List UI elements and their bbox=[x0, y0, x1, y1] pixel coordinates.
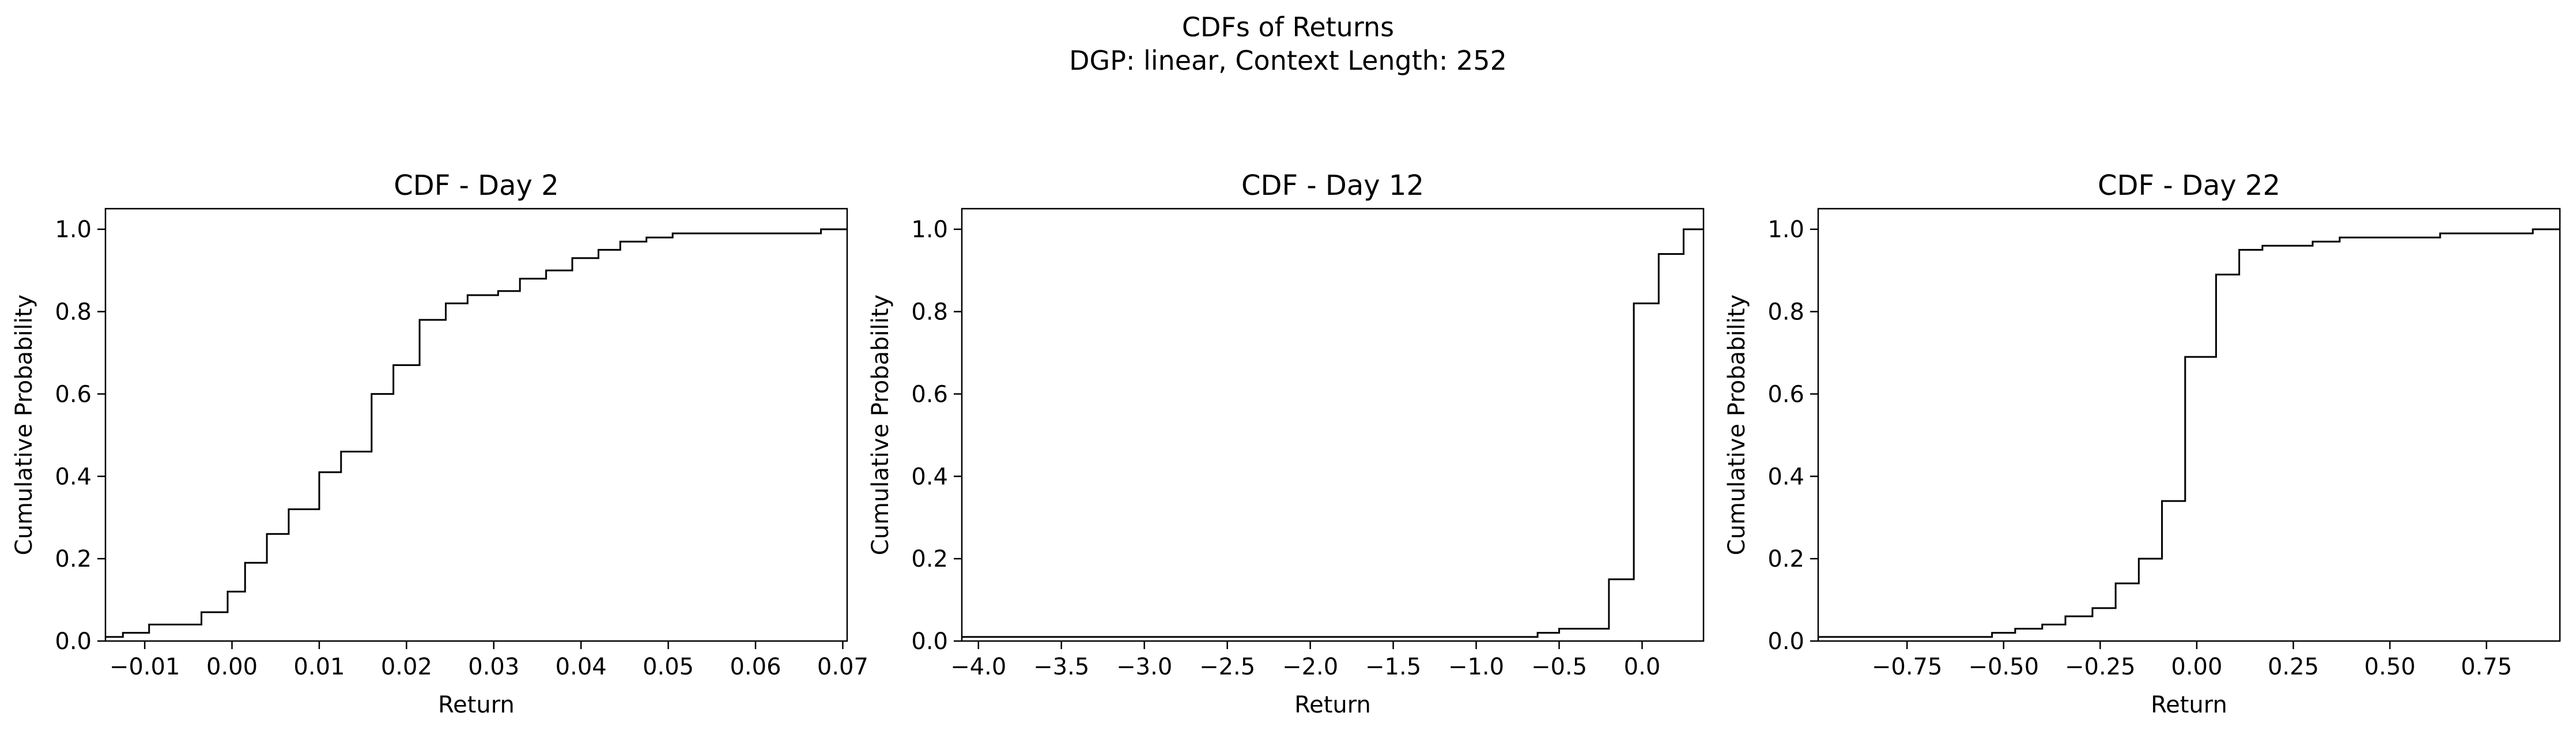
y-tick-label: 0.6 bbox=[55, 381, 92, 408]
x-tick-label: −2.0 bbox=[1282, 654, 1338, 680]
y-axis-label: Cumulative Probability bbox=[867, 295, 894, 555]
y-tick-label: 0.0 bbox=[55, 628, 92, 655]
subplot-title: CDF - Day 12 bbox=[1241, 169, 1424, 202]
y-tick-label: 0.2 bbox=[1767, 546, 1804, 572]
subplot-title: CDF - Day 22 bbox=[2098, 169, 2280, 202]
x-tick-label: −2.5 bbox=[1199, 654, 1255, 680]
x-tick-label: 0.00 bbox=[2171, 654, 2222, 680]
x-tick-label: 0.25 bbox=[2268, 654, 2319, 680]
x-tick-label: −0.25 bbox=[2065, 654, 2136, 680]
cdf-step-line bbox=[1818, 228, 2560, 638]
suptitle-line-1: CDFs of Returns bbox=[1182, 12, 1394, 43]
x-tick-label: 0.50 bbox=[2365, 654, 2416, 680]
x-tick-label: −3.0 bbox=[1116, 654, 1172, 680]
x-tick-label: −0.5 bbox=[1531, 654, 1587, 680]
subplot-3: −0.75 −0.50 −0.25 0.00 0.25 0.50 0.75 0.0 0.2 0.4… bbox=[1724, 169, 2561, 718]
subplot-title: CDF - Day 2 bbox=[394, 169, 559, 202]
x-tick-label: 0.06 bbox=[730, 654, 781, 680]
x-tick-label: 0.07 bbox=[817, 654, 868, 680]
y-tick-label: 0.4 bbox=[1767, 463, 1804, 490]
axes-frame bbox=[1817, 208, 2561, 642]
axes-frame bbox=[104, 208, 848, 642]
cdf-step-line bbox=[962, 228, 1704, 638]
y-tick-label: 0.6 bbox=[911, 381, 948, 408]
y-tick-label: 0.4 bbox=[911, 463, 948, 490]
y-tick-label: 0.2 bbox=[911, 546, 948, 572]
y-tick-label: 0.6 bbox=[1767, 381, 1804, 408]
x-axis-label: Return bbox=[1294, 692, 1371, 718]
x-tick-label: −0.75 bbox=[1872, 654, 1943, 680]
y-tick-label: 0.2 bbox=[55, 546, 92, 572]
subplots: −0.01 0.00 0.01 0.02 0.03 0.04 0.05 0.06 0.07 0.0… bbox=[11, 169, 2561, 718]
y-axis-label: Cumulative Probability bbox=[1724, 295, 1750, 555]
y-tick-label: 0.0 bbox=[1767, 628, 1804, 655]
x-tick-label: −0.01 bbox=[109, 654, 180, 680]
x-axis-label: Return bbox=[438, 692, 515, 718]
cdf-step-line bbox=[105, 228, 847, 638]
x-tick-label: 0.75 bbox=[2461, 654, 2512, 680]
y-tick-label: 0.8 bbox=[911, 299, 948, 326]
x-axis-label: Return bbox=[2151, 692, 2227, 718]
x-tick-label: 0.05 bbox=[643, 654, 694, 680]
x-tick-label: 0.02 bbox=[381, 654, 432, 680]
x-tick-label: 0.01 bbox=[293, 654, 345, 680]
y-tick-label: 0.4 bbox=[55, 463, 92, 490]
y-tick-label: 0.8 bbox=[55, 299, 92, 326]
x-tick-label: −1.0 bbox=[1448, 654, 1504, 680]
x-tick-label: 0.03 bbox=[468, 654, 519, 680]
y-tick-label: 1.0 bbox=[55, 217, 92, 243]
y-tick-label: 1.0 bbox=[1767, 217, 1804, 243]
x-tick-label: 0.0 bbox=[1624, 654, 1661, 680]
subplot-2: −4.0 −3.5 −3.0 −2.5 −2.0 −1.5 −1.0 −0.5 0.0 0.0 0.… bbox=[867, 169, 1705, 718]
y-axis-label: Cumulative Probability bbox=[11, 295, 37, 555]
subplot-1: −0.01 0.00 0.01 0.02 0.03 0.04 0.05 0.06 0.07 0.0… bbox=[11, 169, 868, 718]
y-tick-label: 1.0 bbox=[911, 217, 948, 243]
y-tick-label: 0.8 bbox=[1767, 299, 1804, 326]
x-tick-label: −1.5 bbox=[1365, 654, 1421, 680]
axes-frame bbox=[961, 208, 1705, 642]
x-tick-label: 0.00 bbox=[206, 654, 258, 680]
x-tick-label: −0.50 bbox=[1968, 654, 2039, 680]
x-tick-label: −3.5 bbox=[1033, 654, 1089, 680]
x-tick-label: 0.04 bbox=[556, 654, 607, 680]
x-tick-label: −4.0 bbox=[950, 654, 1006, 680]
y-tick-label: 0.0 bbox=[911, 628, 948, 655]
suptitle-line-2: DGP: linear, Context Length: 252 bbox=[1069, 45, 1507, 76]
